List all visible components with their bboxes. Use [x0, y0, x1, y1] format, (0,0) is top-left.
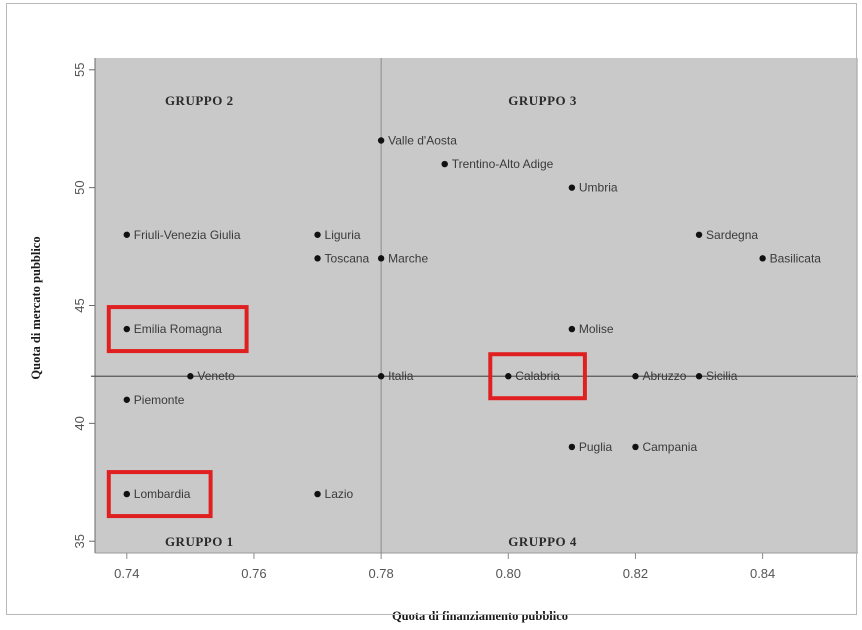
point-italia	[377, 373, 385, 380]
point-label-sardegna: Sardegna	[706, 228, 758, 242]
y-tick-label: 45	[72, 298, 87, 312]
group-label-gruppo-4: GRUPPO 4	[508, 534, 577, 549]
point-label-campania: Campania	[642, 440, 697, 454]
point-campania	[632, 443, 639, 451]
point-label-italia: Italia	[388, 369, 414, 383]
point-label-umbria: Umbria	[579, 181, 618, 195]
x-tick-label: 0.74	[114, 566, 139, 581]
group-label-gruppo-2: GRUPPO 2	[165, 93, 234, 108]
group-label-gruppo-1: GRUPPO 1	[165, 534, 234, 549]
point-lazio	[314, 490, 321, 498]
y-axis-title: Quota di mercato pubblico	[29, 236, 43, 379]
point-label-abruzzo: Abruzzo	[642, 369, 686, 383]
point-emilia-romagna	[123, 325, 130, 333]
y-tick-label: 55	[72, 63, 87, 77]
point-umbria	[568, 184, 576, 191]
point-calabria	[505, 373, 512, 380]
point-label-lazio: Lazio	[325, 487, 354, 501]
point-label-lombardia: Lombardia	[134, 487, 191, 501]
point-friuli-venezia-giulia	[123, 231, 130, 238]
point-veneto	[187, 373, 194, 380]
point-label-valle-d-aosta: Valle d'Aosta	[388, 134, 457, 148]
x-axis-title: Quota di finanziamento pubblico	[392, 609, 568, 623]
point-lombardia	[123, 490, 130, 498]
point-sicilia	[695, 373, 703, 380]
point-label-friuli-venezia-giulia: Friuli-Venezia Giulia	[134, 228, 241, 242]
y-tick-label: 40	[72, 416, 87, 430]
figure-frame	[6, 3, 857, 615]
point-label-veneto: Veneto	[197, 369, 235, 383]
point-valle-d-aosta	[377, 137, 385, 144]
point-label-liguria: Liguria	[325, 228, 361, 242]
x-tick-label: 0.84	[750, 566, 775, 581]
point-liguria	[314, 231, 321, 238]
point-sardegna	[695, 231, 703, 238]
point-label-puglia: Puglia	[579, 440, 613, 454]
x-tick-label: 0.80	[496, 566, 521, 581]
point-abruzzo	[632, 373, 639, 380]
x-tick-label: 0.76	[241, 566, 266, 581]
x-tick-label: 0.82	[623, 566, 648, 581]
point-label-emilia-romagna: Emilia Romagna	[134, 322, 222, 336]
point-molise	[568, 325, 576, 333]
point-label-sicilia: Sicilia	[706, 369, 738, 383]
point-label-basilicata: Basilicata	[770, 251, 822, 265]
point-label-marche: Marche	[388, 251, 428, 265]
point-toscana	[314, 255, 321, 262]
y-tick-label: 35	[72, 534, 87, 548]
point-label-calabria: Calabria	[515, 369, 560, 383]
point-label-molise: Molise	[579, 322, 614, 336]
x-tick-label: 0.78	[368, 566, 393, 581]
point-label-toscana: Toscana	[325, 251, 370, 265]
highlight-box-lombardia	[106, 470, 213, 519]
point-basilicata	[759, 255, 766, 262]
point-label-trentino-alto-adige: Trentino-Alto Adige	[452, 157, 554, 171]
group-label-gruppo-3: GRUPPO 3	[508, 93, 577, 108]
point-puglia	[568, 443, 576, 451]
point-piemonte	[123, 396, 130, 403]
y-tick-label: 50	[72, 180, 87, 194]
point-trentino-alto-adige	[441, 160, 448, 168]
highlight-box-calabria	[488, 352, 587, 401]
highlight-box-emilia-romagna	[106, 305, 249, 354]
point-marche	[377, 255, 385, 262]
point-label-piemonte: Piemonte	[134, 393, 185, 407]
